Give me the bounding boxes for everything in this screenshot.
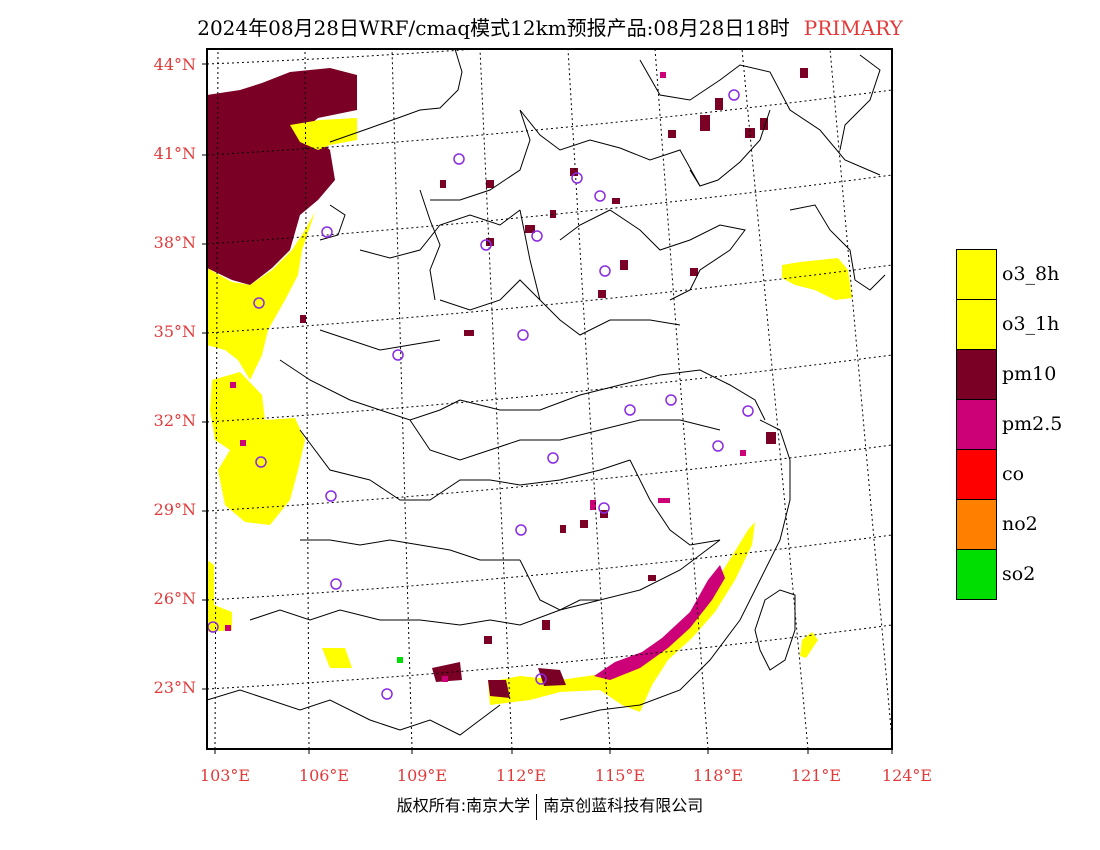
- lon-label-112: 112°E: [495, 766, 547, 785]
- station-marker: [515, 524, 527, 536]
- station-marker: [599, 265, 611, 277]
- station-marker: [392, 349, 404, 361]
- station-marker: [742, 405, 754, 417]
- lon-label-103: 103°E: [199, 766, 251, 785]
- legend-item-o3-1h: o3_1h: [956, 299, 1100, 349]
- o3-area-yunnan-west: [207, 560, 232, 632]
- station-marker: [255, 456, 267, 468]
- pm10-scatter: [270, 68, 808, 644]
- pm25-scatter: [225, 72, 746, 682]
- station-marker: [531, 230, 543, 242]
- legend-item-so2: so2: [956, 549, 1100, 600]
- title-primary-tag: PRIMARY: [803, 16, 903, 40]
- legend-swatch: [956, 349, 997, 399]
- legend-label: no2: [1002, 513, 1038, 535]
- station-marker: [517, 329, 529, 341]
- station-marker: [453, 153, 465, 165]
- lat-label-26: 26°N: [153, 589, 196, 608]
- station-marker: [321, 226, 333, 238]
- station-marker: [535, 673, 547, 685]
- province-boundaries: [207, 49, 886, 736]
- pollution-layer: [207, 68, 852, 712]
- legend-swatch: [956, 399, 997, 449]
- lat-label-32: 32°N: [153, 411, 196, 430]
- lat-label-35: 35°N: [153, 322, 196, 341]
- map-legend: o3_8h o3_1h pm10 pm2.5 co no2 so2: [956, 249, 1100, 600]
- copyright-owner: 版权所有:南京大学: [396, 796, 531, 815]
- station-marker: [665, 394, 677, 406]
- title-main: 2024年08月28日WRF/cmaq模式12km预报产品:08月28日18时: [197, 16, 790, 40]
- legend-label: o3_1h: [1002, 313, 1060, 335]
- o3-area-guangxi: [322, 648, 352, 668]
- o3-area-loess: [207, 212, 315, 380]
- legend-item-pm10: pm10: [956, 349, 1100, 399]
- pm25-area-south-coast: [594, 565, 725, 680]
- legend-swatch: [956, 549, 997, 600]
- station-marker: [598, 502, 610, 514]
- legend-swatch: [956, 449, 997, 499]
- lat-label-38: 38°N: [153, 233, 196, 252]
- copyright-separator: [536, 793, 538, 820]
- lat-label-44: 44°N: [153, 55, 196, 74]
- o3-area-bohai-sea: [782, 258, 852, 300]
- legend-item-o3-8h: o3_8h: [956, 249, 1100, 299]
- station-marker: [325, 490, 337, 502]
- legend-label: o3_8h: [1002, 263, 1060, 285]
- legend-item-pm25: pm2.5: [956, 399, 1100, 449]
- station-marker: [624, 404, 636, 416]
- o3-area-sichuan: [210, 372, 305, 525]
- lon-label-115: 115°E: [594, 766, 646, 785]
- copyright-footer: 版权所有:南京大学 南京创蓝科技有限公司: [0, 792, 1100, 820]
- lon-label-109: 109°E: [396, 766, 448, 785]
- legend-swatch: [956, 299, 997, 349]
- station-marker: [381, 688, 393, 700]
- axis-ticks: [202, 63, 893, 754]
- lat-label-29: 29°N: [153, 500, 196, 519]
- station-marker: [480, 239, 492, 251]
- map-title: 2024年08月28日WRF/cmaq模式12km预报产品:08月28日18时 P…: [0, 12, 1100, 41]
- copyright-company: 南京创蓝科技有限公司: [543, 796, 704, 815]
- lat-label-23: 23°N: [153, 678, 196, 697]
- legend-item-co: co: [956, 449, 1100, 499]
- o3-area-inner-mongolia: [290, 118, 357, 150]
- station-marker: [594, 190, 606, 202]
- station-marker: [728, 89, 740, 101]
- station-marker: [330, 578, 342, 590]
- legend-label: pm10: [1002, 363, 1057, 385]
- map-frame: [206, 48, 893, 750]
- lon-label-121: 121°E: [790, 766, 842, 785]
- lon-label-106: 106°E: [298, 766, 350, 785]
- station-marker: [547, 452, 559, 464]
- legend-label: pm2.5: [1002, 413, 1063, 435]
- legend-swatch: [956, 249, 997, 299]
- lon-label-124: 124°E: [881, 766, 933, 785]
- lat-label-41: 41°N: [153, 144, 196, 163]
- legend-swatch: [956, 499, 997, 549]
- o3-area-taiwan-strait: [800, 632, 818, 658]
- lon-label-118: 118°E: [692, 766, 744, 785]
- so2-scatter: [397, 657, 403, 663]
- legend-label: co: [1002, 463, 1025, 485]
- pm10-area-guangdong: [432, 662, 566, 698]
- station-marker: [712, 440, 724, 452]
- city-stations: [207, 89, 754, 700]
- station-marker: [571, 172, 583, 184]
- pm10-area-northwest: [207, 68, 357, 285]
- station-marker: [253, 297, 265, 309]
- graticule: [207, 49, 892, 749]
- legend-item-no2: no2: [956, 499, 1100, 549]
- legend-label: so2: [1002, 563, 1036, 585]
